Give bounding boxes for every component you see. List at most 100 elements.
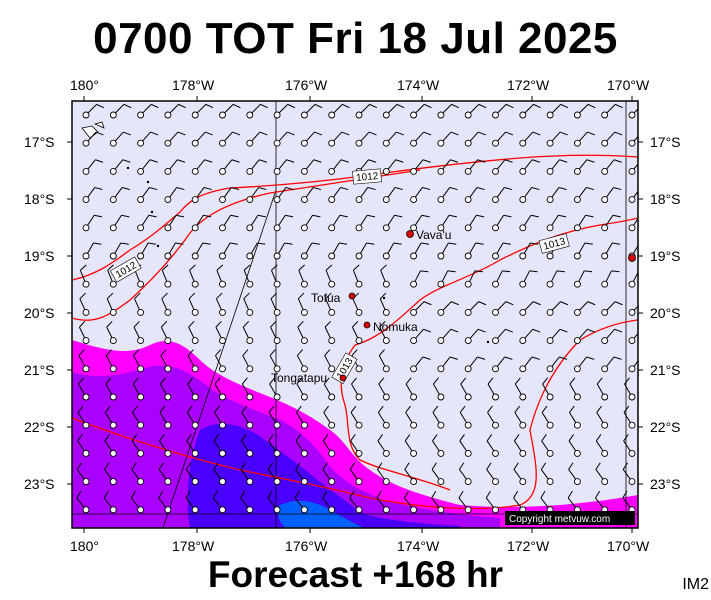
wind-barb-station <box>219 337 226 345</box>
wind-barb-station <box>437 337 445 345</box>
wind-barb-feather <box>405 405 411 413</box>
wind-barb-feather <box>185 490 191 499</box>
wind-barb-station <box>137 224 145 232</box>
wind-barb-station <box>546 421 554 429</box>
wind-barb-station <box>191 224 199 232</box>
wind-barb-feather <box>595 434 602 442</box>
wind-barb-feather <box>94 214 103 218</box>
wind-barb-station <box>246 478 254 486</box>
wind-barb-station <box>109 478 117 486</box>
wind-barb-station <box>191 506 199 514</box>
wind-barb-station <box>519 224 527 232</box>
wind-barb-feather <box>107 264 114 271</box>
wind-barb-station <box>300 365 308 373</box>
wind-barb-station <box>464 337 472 345</box>
wind-barb-feather <box>177 159 186 163</box>
wind-barb-feather <box>241 434 247 442</box>
wind-barb-station <box>573 167 581 175</box>
wind-barb-feather <box>423 301 432 306</box>
wind-barb-station <box>328 167 336 175</box>
isobar-line <box>72 154 638 281</box>
wind-barb-station <box>573 393 581 401</box>
wind-barb-station <box>382 308 390 316</box>
wind-barb-feather <box>213 462 219 470</box>
wind-barb-station <box>464 224 472 232</box>
island-shape <box>93 121 105 129</box>
wind-barb-station <box>437 111 445 119</box>
wind-barb-station <box>164 449 172 457</box>
wind-barb-feather <box>585 214 594 218</box>
wind-barbs-layer <box>76 103 649 514</box>
wind-barb-station <box>355 280 363 288</box>
wind-barb-feather <box>613 356 622 360</box>
wind-barb-station <box>355 506 363 514</box>
wind-barb-station <box>137 478 145 486</box>
wind-barb-feather <box>94 186 103 191</box>
wind-barb-feather <box>324 320 331 328</box>
wind-barb-feather <box>95 159 104 163</box>
wind-barb-feather <box>475 242 484 245</box>
wind-barb-station <box>573 196 581 204</box>
wind-barb-station <box>437 365 445 373</box>
wind-barb-station <box>273 393 281 401</box>
wind-barb-station <box>382 196 390 204</box>
wind-barb-feather <box>584 242 593 245</box>
wind-barb-station <box>437 139 445 147</box>
wind-barb-station <box>546 252 554 260</box>
wind-barb-feather <box>268 434 274 442</box>
wind-barb-feather <box>505 328 514 333</box>
wind-barb-station <box>82 337 90 345</box>
wind-barb-feather <box>622 462 628 470</box>
wind-barb-feather <box>133 349 140 356</box>
wind-barb-feather <box>240 490 246 499</box>
wind-barb-station <box>464 167 472 175</box>
wind-barb-station <box>546 449 554 457</box>
wind-barb-feather <box>641 187 649 189</box>
wind-barb-feather <box>257 214 266 218</box>
wind-barb-station <box>273 449 281 457</box>
wind-barb-station <box>519 167 527 175</box>
wind-barb-feather <box>340 186 349 191</box>
place-vavau: Vava'u <box>406 228 451 242</box>
wind-barb-station <box>464 449 472 457</box>
wind-barb-feather <box>230 214 239 218</box>
wind-barb-station <box>355 337 363 345</box>
wind-barb-station <box>437 506 445 514</box>
wind-barb-feather <box>596 377 603 385</box>
wind-barb-station <box>410 139 418 147</box>
wind-barb-station <box>492 337 499 345</box>
wind-barb-feather <box>460 377 467 385</box>
wind-barb-station <box>355 393 363 401</box>
wind-barb-station <box>82 421 90 429</box>
wind-barb-feather <box>232 103 241 109</box>
wind-barb-feather <box>161 264 169 271</box>
wind-barb-feather <box>342 103 350 109</box>
wind-barb-station <box>300 506 308 514</box>
wind-barb-feather <box>569 405 575 413</box>
wind-barb-feather <box>377 462 383 470</box>
lat-label-right: 22°S <box>650 419 681 435</box>
wind-barb-feather <box>505 301 514 306</box>
wind-barb-feather <box>623 405 630 413</box>
wind-barb-feather <box>642 302 649 305</box>
wind-barb-station <box>191 478 199 486</box>
wind-barb-feather <box>204 159 213 163</box>
wind-barb-station <box>164 393 172 401</box>
svg-text:Tongatapu: Tongatapu <box>271 371 327 385</box>
wind-barb-feather <box>559 328 568 333</box>
wind-barb-feather <box>432 405 439 413</box>
wind-barb-feather <box>451 301 459 306</box>
wind-barb-station <box>382 280 390 288</box>
wind-barb-station <box>601 478 609 486</box>
wind-barb-feather <box>148 214 157 218</box>
wind-barb-feather <box>352 320 359 328</box>
wind-barb-station <box>137 421 145 429</box>
wind-barb-feather <box>612 214 621 218</box>
wind-barb-station <box>328 139 336 147</box>
wind-barb-feather <box>502 242 511 245</box>
wind-barb-feather <box>176 186 185 191</box>
wind-barb-feather <box>477 328 486 333</box>
wind-barb-station <box>109 365 117 373</box>
lon-label-bottom: 176°W <box>285 538 328 554</box>
wind-barb-feather <box>186 434 192 442</box>
